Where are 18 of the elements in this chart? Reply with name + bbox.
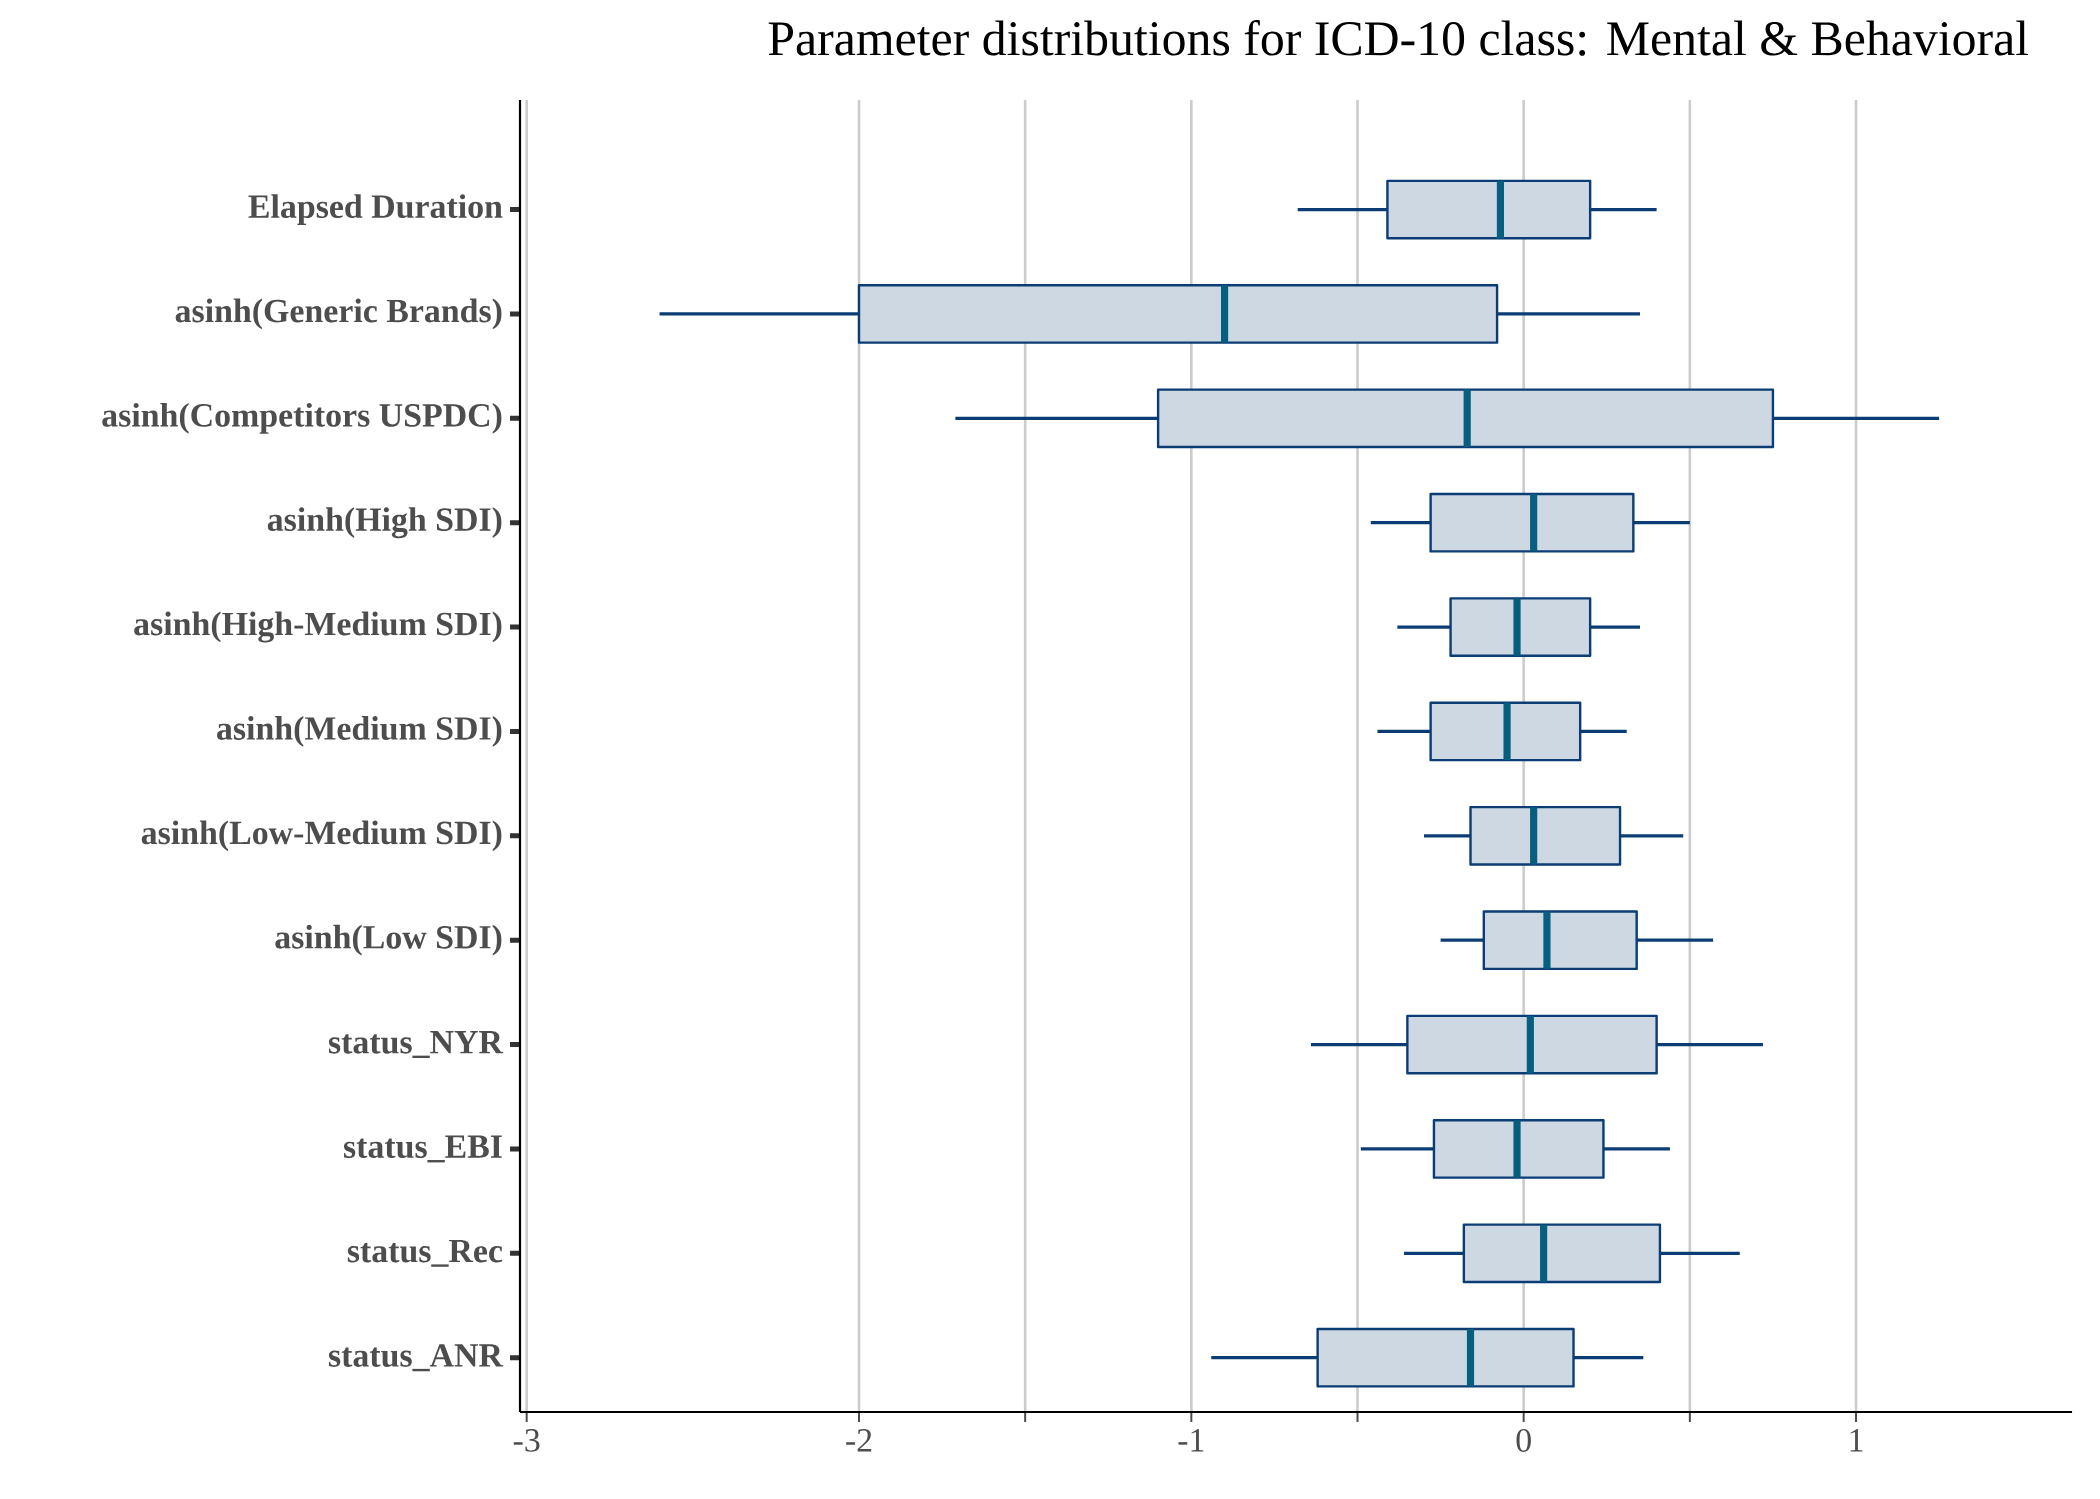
y-tick-label: status_EBI [344,1135,502,1163]
y-tick-label: Elapsed Duration [248,194,503,225]
y-tick-label: asinh(High SDI) [267,507,502,539]
x-tick-label: -2 [846,1429,872,1452]
x-tick-label: 0 [1516,1429,1531,1452]
y-tick-label: asinh(Medium SDI) [217,716,502,747]
y-tick-label: status_Rec [347,1239,503,1267]
y-tick-label: asinh(Low-Medium SDI) [141,820,502,852]
chart-title: Parameter distributions for ICD-10 class: Mental & Behavioral [768,20,2029,56]
y-tick-label: asinh(Generic Brands) [175,298,502,330]
y-tick-label: asinh(Low SDI) [275,924,502,956]
y-tick-label: asinh(High-Medium SDI) [134,611,502,643]
x-tick-label: 1 [1850,1429,1863,1452]
y-tick-label: status_ANR [328,1344,504,1372]
y-tick-label: status_NYR [328,1031,504,1059]
x-tick-label: -3 [513,1429,540,1452]
y-tick-label: asinh(Competitors USPDC) [102,402,502,434]
x-tick-label: -1 [1178,1429,1204,1452]
